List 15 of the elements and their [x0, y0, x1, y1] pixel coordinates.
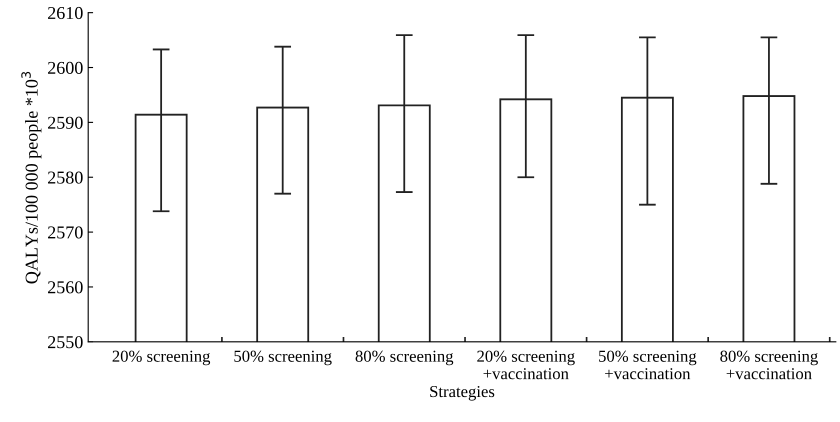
y-tick-label: 2590 [48, 116, 83, 129]
y-tick-label: 2610 [48, 6, 83, 20]
y-tick-label: 2550 [48, 336, 83, 348]
y-axis-title: QALYs/100 000 people *10$^{3}$ [21, 72, 42, 284]
y-tick-label: 2600 [48, 62, 83, 74]
x-tick-label: 50% screening [234, 350, 332, 366]
y-tick-label: 2570 [48, 226, 83, 239]
x-tick-label: 50% screening +vaccination [599, 350, 696, 380]
x-tick-label: 20% screening [112, 350, 210, 366]
y-tick-label: 2580 [48, 171, 83, 184]
x-tick-label: 80% screening +vaccination [720, 350, 818, 380]
y-tick-label: 2560 [48, 281, 83, 294]
x-axis-title: Strategies [430, 386, 494, 401]
x-tick-label: 20% screening +vaccination [477, 350, 575, 380]
x-tick-label: 80% screening [356, 350, 454, 366]
